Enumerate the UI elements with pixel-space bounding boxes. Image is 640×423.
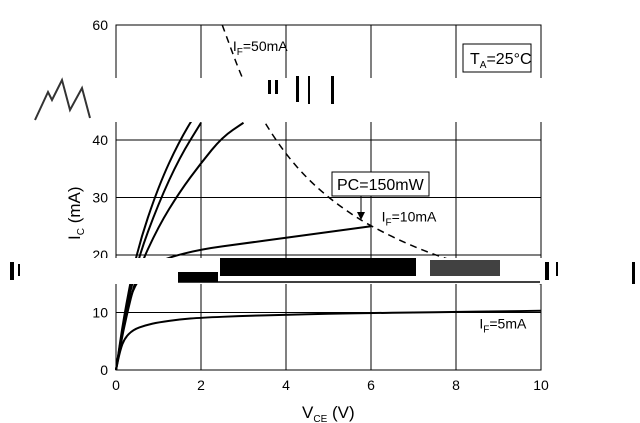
series-line (115, 225, 372, 371)
x-tick-label: 10 (533, 377, 549, 393)
series-label: IF=50mA (233, 38, 288, 58)
y-tick-label: 10 (92, 305, 108, 321)
svg-text:TA=25°C: TA=25°C (470, 51, 532, 71)
x-tick-label: 0 (112, 377, 120, 393)
series-line (115, 78, 224, 371)
series-label: IF=10mA (382, 209, 437, 229)
x-axis-title: VCE (V) (302, 403, 355, 423)
scan-artifacts (0, 76, 640, 284)
plot-frame (115, 24, 542, 371)
power-limit-annotation: PC=150mW (331, 171, 430, 220)
y-axis-title: IC (mA) (65, 186, 87, 240)
y-tick-label: 60 (92, 17, 108, 33)
series-line (115, 309, 542, 371)
y-tick-label: 40 (92, 132, 108, 148)
x-tick-label: 4 (282, 377, 290, 393)
tick-layer: 02468100102030405060 (92, 17, 549, 393)
x-tick-label: 6 (367, 377, 375, 393)
y-tick-label: 30 (92, 190, 108, 206)
y-tick-label: 0 (100, 362, 108, 378)
svg-text:PC=150mW: PC=150mW (337, 177, 425, 194)
temperature-annotation: TA=25°C (462, 43, 532, 73)
power-limit-curve (221, 24, 542, 285)
x-tick-label: 8 (452, 377, 460, 393)
series-label: IF=5mA (479, 316, 527, 336)
x-tick-label: 2 (197, 377, 205, 393)
